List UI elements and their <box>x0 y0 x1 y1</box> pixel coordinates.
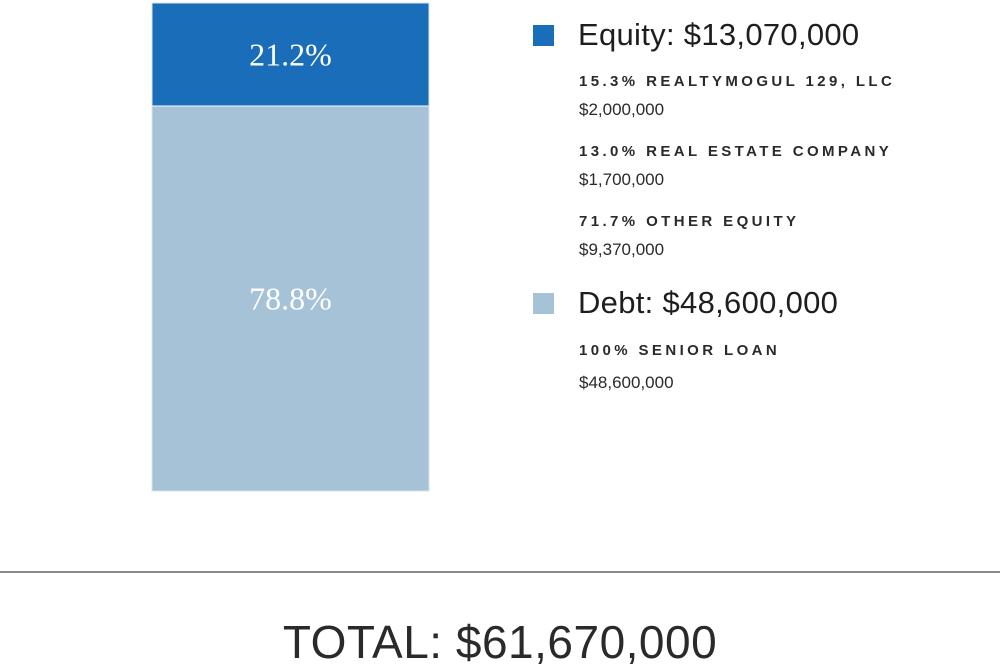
legend-item-label: 100% SENIOR LOAN <box>579 342 781 359</box>
legend-item: 100% SENIOR LOAN $48,600,000 <box>579 341 993 395</box>
legend-item-value: $9,370,000 <box>579 240 665 259</box>
bar-segment-equity <box>152 3 429 107</box>
legend-group-equity: Equity: $13,070,000 15.3% REALTYMOGUL 12… <box>533 17 993 262</box>
legend-item-value: $2,000,000 <box>579 100 665 119</box>
bar-segment-debt <box>152 106 429 492</box>
equity-swatch <box>533 24 554 46</box>
legend-item-value: $48,600,000 <box>579 373 674 392</box>
debt-breakdown: 100% SENIOR LOAN $48,600,000 <box>579 341 993 395</box>
legend-header-equity: Equity: $13,070,000 <box>533 17 993 53</box>
total-amount: TOTAL: $61,670,000 <box>282 616 718 668</box>
legend-item: 71.7% OTHER EQUITY $9,370,000 <box>579 212 993 262</box>
legend: Equity: $13,070,000 15.3% REALTYMOGUL 12… <box>533 0 993 392</box>
equity-breakdown: 15.3% REALTYMOGUL 129, LLC $2,000,000 13… <box>579 72 993 262</box>
legend-item: 13.0% REAL ESTATE COMPANY $1,700,000 <box>579 142 993 192</box>
legend-header-debt: Debt: $48,600,000 <box>533 285 993 321</box>
legend-title-debt: Debt: $48,600,000 <box>578 285 839 320</box>
bar-label-debt: 78.8% <box>249 281 332 317</box>
legend-item: 15.3% REALTYMOGUL 129, LLC $2,000,000 <box>579 72 993 122</box>
stacked-bar-chart: 21.2% 78.8% <box>151 2 430 492</box>
legend-title-equity: Equity: $13,070,000 <box>578 17 860 52</box>
legend-item-label: 13.0% REAL ESTATE COMPANY <box>579 143 893 160</box>
bar-outline <box>151 2 430 492</box>
legend-group-debt: Debt: $48,600,000 100% SENIOR LOAN $48,6… <box>533 285 993 395</box>
divider <box>0 571 1000 573</box>
debt-swatch <box>533 292 554 314</box>
legend-item-value: $1,700,000 <box>579 170 665 189</box>
bar-label-equity: 21.2% <box>249 37 332 73</box>
legend-item-label: 15.3% REALTYMOGUL 129, LLC <box>579 73 896 90</box>
legend-item-label: 71.7% OTHER EQUITY <box>579 213 800 230</box>
